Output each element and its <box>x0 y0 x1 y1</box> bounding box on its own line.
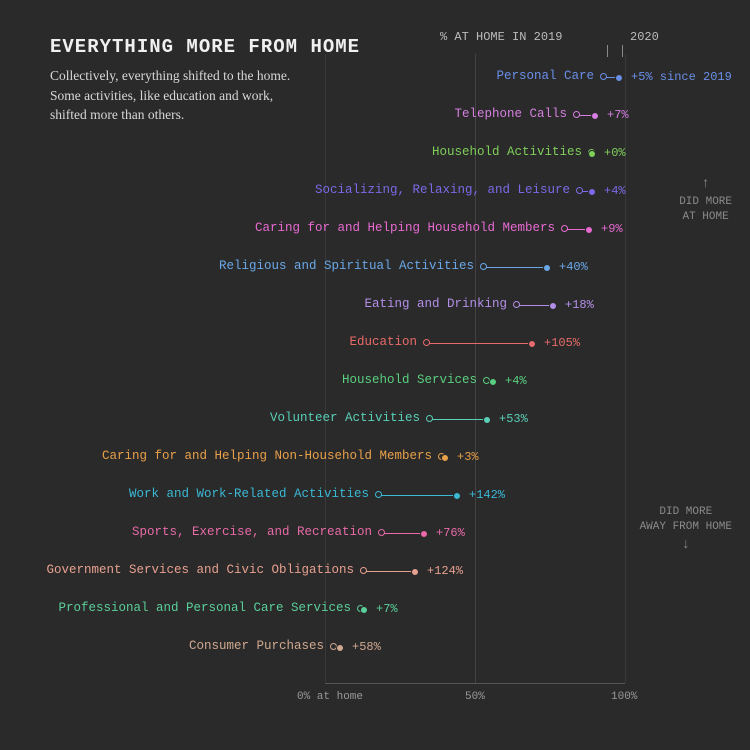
dot-2020 <box>411 568 419 576</box>
activity-row: Volunteer Activities +53% <box>0 408 750 432</box>
activity-row: Caring for and Helping Non-Household Mem… <box>0 446 750 470</box>
dot-2019 <box>600 73 607 80</box>
activity-row: Government Services and Civic Obligation… <box>0 560 750 584</box>
dot-2019 <box>375 491 382 498</box>
pct-change: +4% <box>505 374 527 388</box>
dot-2019 <box>426 415 433 422</box>
activity-row: Education +105% <box>0 332 750 356</box>
x-tick-label: 50% <box>465 691 485 703</box>
connector-line <box>484 267 547 268</box>
activity-label: Religious and Spiritual Activities <box>219 259 474 273</box>
dot-2019 <box>423 339 430 346</box>
activity-label: Education <box>349 335 417 349</box>
activity-row: Household Services +4% <box>0 370 750 394</box>
activity-row: Telephone Calls +7% <box>0 104 750 128</box>
arrow-down-icon: ↓ <box>640 536 732 556</box>
pct-change: +142% <box>469 488 505 502</box>
activity-row: Religious and Spiritual Activities +40% <box>0 256 750 280</box>
x-tick-label: 0% at home <box>297 691 363 703</box>
connector-line <box>364 571 415 572</box>
dot-2020 <box>549 302 557 310</box>
activity-row: Personal Care +5% since 2019 <box>0 66 750 90</box>
activity-label: Personal Care <box>496 69 594 83</box>
dot-2020 <box>453 492 461 500</box>
dot-2020 <box>615 74 623 82</box>
activity-row: Household Activities +0% <box>0 142 750 166</box>
activity-label: Caring for and Helping Household Members <box>255 221 555 235</box>
side-note-bottom-line1: DID MORE <box>640 505 732 520</box>
dot-2020 <box>543 264 551 272</box>
connector-line <box>379 495 457 496</box>
activity-row: Professional and Personal Care Services +… <box>0 598 750 622</box>
pct-change: +58% <box>352 640 381 654</box>
dot-2019 <box>480 263 487 270</box>
activity-label: Caring for and Helping Non-Household Mem… <box>102 449 432 463</box>
activity-label: Government Services and Civic Obligation… <box>46 563 354 577</box>
dot-2020 <box>489 378 497 386</box>
activity-row: Eating and Drinking +18% <box>0 294 750 318</box>
pct-change: +9% <box>601 222 623 236</box>
legend-tick-2019 <box>607 45 608 57</box>
activity-row: Consumer Purchases +58% <box>0 636 750 660</box>
activity-label: Consumer Purchases <box>189 639 324 653</box>
dot-2020 <box>588 150 596 158</box>
pct-change: +76% <box>436 526 465 540</box>
pct-change: +4% <box>604 184 626 198</box>
activity-row: Sports, Exercise, and Recreation +76% <box>0 522 750 546</box>
activity-row: Caring for and Helping Household Members… <box>0 218 750 242</box>
x-axis-line <box>325 683 625 684</box>
connector-line <box>427 343 532 344</box>
connector-line <box>517 305 553 306</box>
dot-2019 <box>576 187 583 194</box>
dot-2019 <box>378 529 385 536</box>
pct-change: +7% <box>607 108 629 122</box>
activity-label: Sports, Exercise, and Recreation <box>132 525 372 539</box>
dot-2020 <box>591 112 599 120</box>
dot-2019 <box>573 111 580 118</box>
activity-label: Work and Work-Related Activities <box>129 487 369 501</box>
pct-change: +124% <box>427 564 463 578</box>
activity-label: Eating and Drinking <box>364 297 507 311</box>
dot-2019 <box>561 225 568 232</box>
pct-change: +0% <box>604 146 626 160</box>
dot-2020 <box>336 644 344 652</box>
dot-2020 <box>585 226 593 234</box>
pct-change: +105% <box>544 336 580 350</box>
dot-2020 <box>483 416 491 424</box>
pct-change: +7% <box>376 602 398 616</box>
connector-line <box>382 533 424 534</box>
activity-row: Work and Work-Related Activities +142% <box>0 484 750 508</box>
side-note-top: ↑ DID MORE AT HOME <box>679 175 732 225</box>
legend-tick-2020 <box>622 45 623 57</box>
activity-row: Socializing, Relaxing, and Leisure +4% <box>0 180 750 204</box>
dot-2019 <box>360 567 367 574</box>
activity-label: Socializing, Relaxing, and Leisure <box>315 183 570 197</box>
dot-plot-chart: 0% at home 50% 100% Personal Care +5% since … <box>0 0 750 750</box>
dot-2020 <box>420 530 428 538</box>
side-note-top-line2: AT HOME <box>679 210 732 225</box>
dot-2020 <box>588 188 596 196</box>
pct-change: +5% since 2019 <box>631 70 732 84</box>
activity-label: Professional and Personal Care Services <box>58 601 351 615</box>
dot-2019 <box>513 301 520 308</box>
pct-change: +40% <box>559 260 588 274</box>
pct-change: +18% <box>565 298 594 312</box>
activity-label: Telephone Calls <box>454 107 567 121</box>
activity-label: Household Services <box>342 373 477 387</box>
dot-2020 <box>528 340 536 348</box>
dot-2020 <box>360 606 368 614</box>
dot-2020 <box>441 454 449 462</box>
connector-line <box>430 419 487 420</box>
pct-change: +3% <box>457 450 479 464</box>
side-note-bottom: DID MORE AWAY FROM HOME ↓ <box>640 505 732 555</box>
activity-label: Volunteer Activities <box>270 411 420 425</box>
arrow-up-icon: ↑ <box>679 175 732 195</box>
activity-label: Household Activities <box>432 145 582 159</box>
pct-change: +53% <box>499 412 528 426</box>
side-note-bottom-line2: AWAY FROM HOME <box>640 520 732 535</box>
x-tick-label: 100% <box>611 691 637 703</box>
side-note-top-line1: DID MORE <box>679 195 732 210</box>
